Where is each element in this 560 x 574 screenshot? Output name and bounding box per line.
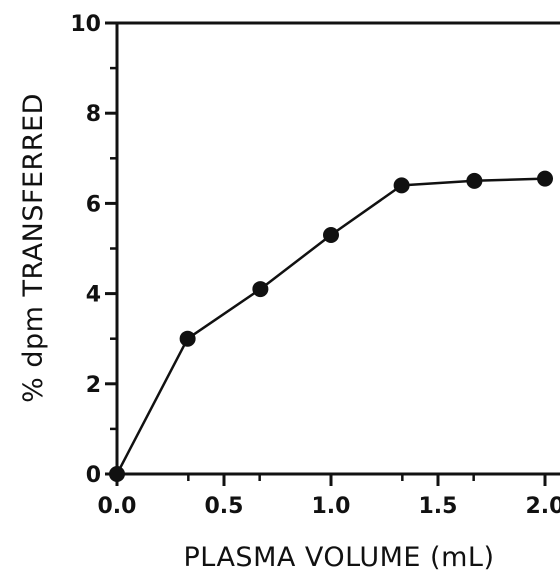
x-tick-label: 2.0: [526, 494, 560, 519]
x-tick-label: 0.0: [98, 494, 137, 519]
data-point: [393, 177, 410, 194]
y-axis-title: % dpm TRANSFERRED: [18, 93, 49, 403]
chart-axes: [115, 21, 560, 476]
data-point: [179, 330, 196, 347]
axis-ticks: [105, 21, 547, 486]
x-tick-label: 1.5: [419, 494, 458, 519]
data-point: [109, 466, 125, 482]
x-tick-label: 1.0: [312, 494, 351, 519]
y-tick-label: 2: [86, 373, 101, 398]
data-point: [466, 172, 483, 189]
x-tick-label: 0.5: [205, 494, 244, 519]
y-tick-label: 10: [70, 12, 101, 37]
data-point: [252, 281, 269, 298]
data-point: [537, 170, 553, 187]
y-tick-label: 6: [86, 192, 101, 217]
axis-tick-labels: 0 2 4 6 8 10 0.0 0.5 1.0 1.5 2.0: [70, 12, 560, 519]
data-point: [323, 226, 339, 243]
y-tick-label: 8: [86, 102, 101, 127]
y-tick-label: 4: [86, 283, 101, 308]
series-line: [115, 177, 546, 475]
y-tick-label: 0: [86, 463, 101, 488]
series-layer: [109, 170, 553, 482]
x-axis-title: PLASMA VOLUME (mL): [184, 542, 495, 573]
